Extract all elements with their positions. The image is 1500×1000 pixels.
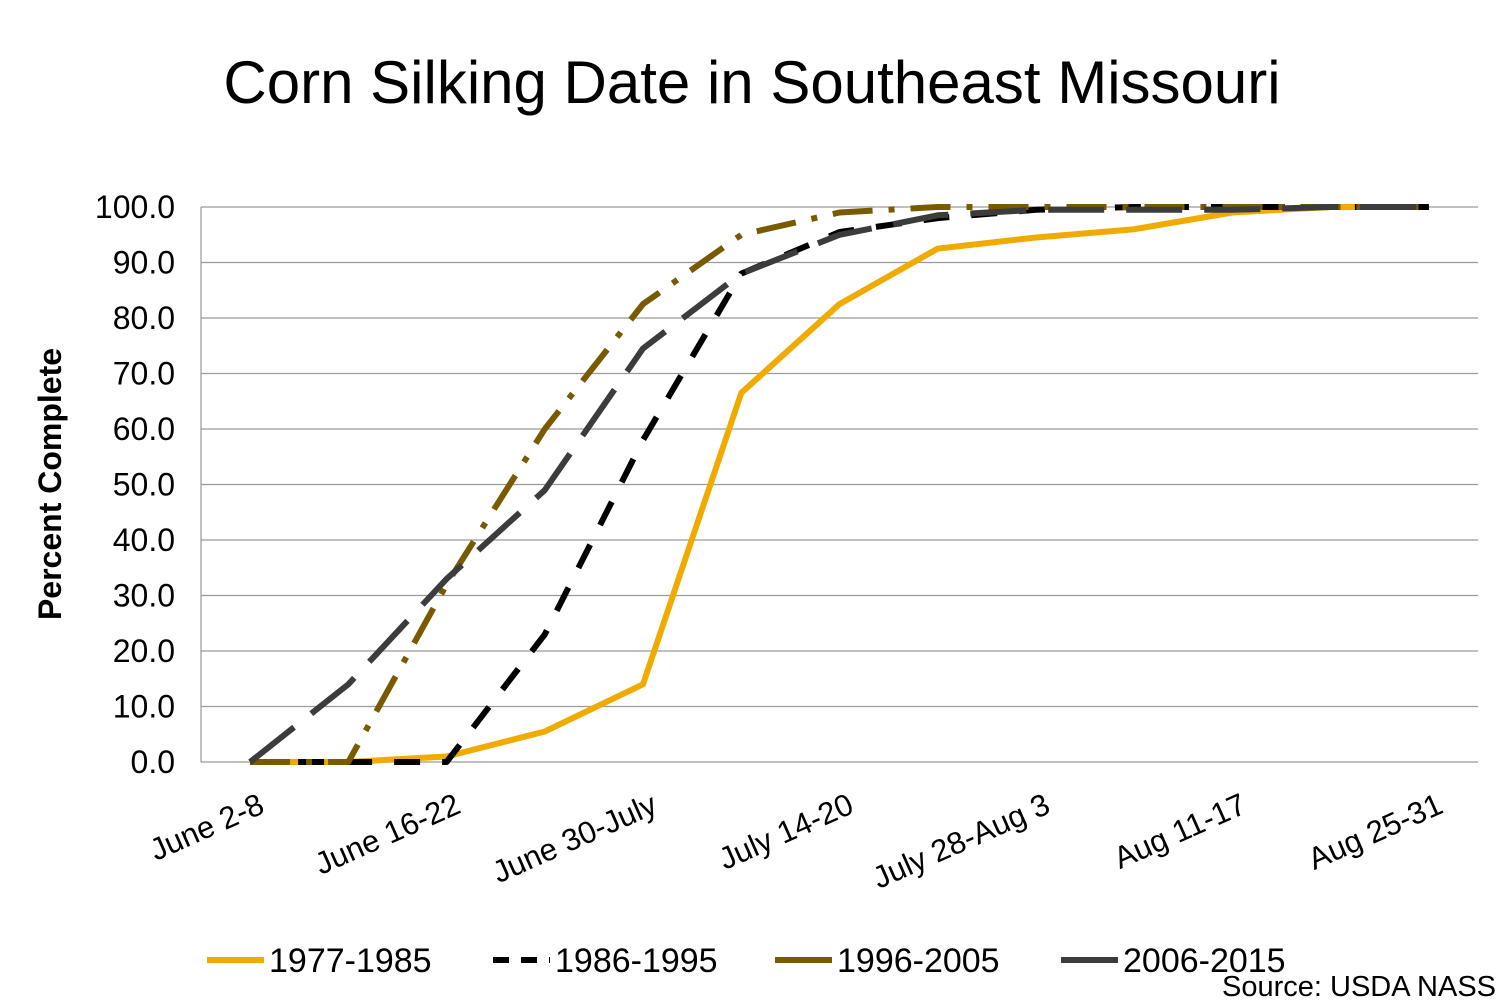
x-tick-label: Aug 25-31: [1303, 786, 1448, 876]
series-line-2006-2015: [248, 204, 1429, 765]
y-tick-label: 0.0: [131, 744, 175, 780]
legend: 1977-1985 1986-1995 1996-2005 2006-2015: [207, 942, 1286, 980]
legend-label: 1986-1995: [555, 942, 718, 980]
chart-title: Corn Silking Date in Southeast Missouri: [223, 49, 1280, 116]
legend-label: 2006-2015: [1123, 942, 1286, 980]
series-lines: [248, 204, 1429, 765]
x-tick-label: June 30-July: [487, 786, 662, 890]
x-tick-label: June 2-8: [145, 786, 269, 867]
y-tick-label: 30.0: [113, 578, 175, 614]
gridlines: [200, 206, 1478, 763]
y-tick-label: 60.0: [113, 411, 175, 447]
x-tick-label: June 16-22: [309, 786, 465, 881]
x-tick-label: Aug 11-17: [1108, 786, 1251, 875]
x-tick-label: July 28-Aug 3: [867, 786, 1054, 895]
y-axis-ticks: 0.0 10.0 20.0 30.0 40.0 50.0 60.0 70.0 80.0 90.0 1…: [95, 189, 175, 780]
y-tick-label: 10.0: [113, 689, 175, 725]
source-note: Source: USDA NASS: [1222, 971, 1496, 1000]
y-tick-label: 40.0: [113, 522, 175, 558]
x-axis-ticks: June 2-8 June 16-22 June 30-July July 14-20…: [145, 786, 1448, 895]
y-tick-label: 70.0: [113, 356, 175, 392]
y-tick-label: 100.0: [95, 189, 175, 225]
y-tick-label: 90.0: [113, 245, 175, 281]
y-axis-label: Percent Complete: [32, 348, 68, 620]
y-tick-label: 80.0: [113, 300, 175, 336]
y-tick-label: 20.0: [113, 633, 175, 669]
x-tick-label: July 14-20: [713, 786, 858, 876]
y-tick-label: 50.0: [113, 467, 175, 503]
legend-label: 1996-2005: [837, 942, 1000, 980]
legend-label: 1977-1985: [269, 942, 432, 980]
